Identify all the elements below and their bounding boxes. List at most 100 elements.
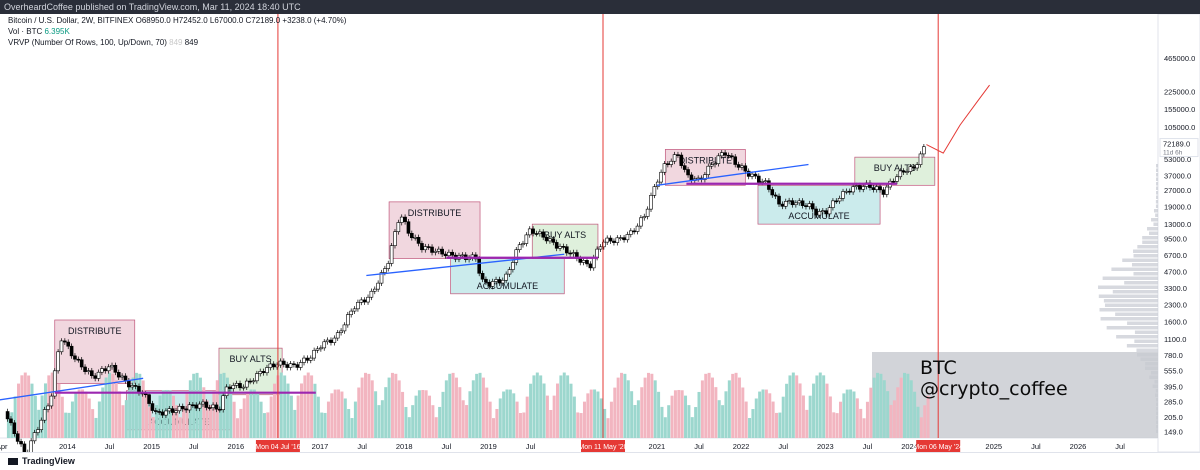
volume-bar (623, 373, 627, 438)
volume-bar (680, 390, 684, 438)
candle-body (325, 339, 330, 343)
y-tick-label: 105000.0 (1164, 123, 1195, 132)
volume-bar (539, 375, 543, 438)
candle-body (770, 189, 775, 196)
date-marker-label: Mon 04 Jul '16 (255, 444, 300, 451)
candle-body (608, 237, 613, 242)
volume-profile-bar (1103, 299, 1158, 303)
candle-body (564, 246, 569, 254)
candle-body (116, 372, 121, 378)
candle-body (251, 380, 256, 383)
projection-curve (926, 84, 990, 154)
volume-bar (74, 393, 78, 438)
volume-bar (495, 408, 499, 438)
candle-body (86, 370, 91, 372)
candle-body (389, 245, 394, 264)
volume-bar (626, 380, 630, 438)
btc-price-chart[interactable]: DISTRIBUTE ACCUMULATE BUY ALTS DISTRIBUTE AC… (0, 14, 1200, 452)
volume-bar (916, 406, 920, 438)
candle-body (383, 268, 387, 273)
volume-bar (643, 377, 647, 438)
zone-label-distribute: DISTRIBUTE (68, 326, 122, 336)
candle-body (585, 260, 589, 265)
candle-body (844, 190, 849, 193)
candle-body (810, 203, 815, 210)
candle-body (258, 371, 263, 374)
volume-bar (633, 405, 637, 438)
candle-body (143, 393, 148, 396)
volume-bar (182, 406, 186, 438)
volume-bar (677, 389, 681, 438)
volume-bar (219, 373, 223, 438)
candle-body (436, 248, 441, 252)
candle-body (170, 408, 175, 413)
candle-body (9, 418, 13, 424)
candle-body (874, 186, 879, 190)
volume-bar (832, 412, 836, 438)
volume-profile-bar (1136, 348, 1158, 352)
x-tick-label: 2021 (649, 442, 666, 451)
candle-body (110, 364, 114, 368)
candle-body (447, 251, 451, 257)
date-marker-label: Mon 06 May '24 (913, 444, 963, 451)
volume-bar (579, 413, 583, 438)
candle-body (160, 411, 165, 416)
candle-body (895, 176, 899, 182)
volume-bar (171, 395, 175, 438)
candle-body (386, 263, 391, 269)
volume-bar (417, 390, 421, 438)
x-tick-label: 2025 (985, 442, 1002, 451)
volume-bar (428, 395, 432, 438)
volume-bar (714, 387, 718, 438)
candle-body (234, 383, 239, 386)
volume-bar (128, 387, 132, 438)
candle-body (19, 441, 23, 445)
x-tick-label: Jul (694, 442, 704, 451)
volume-profile-bar (1156, 195, 1158, 199)
candle-body (605, 237, 610, 243)
volume-bar (67, 412, 71, 438)
candle-body (214, 404, 219, 410)
volume-profile-bar (1111, 267, 1158, 271)
candle-body (517, 244, 522, 251)
candle-body (834, 200, 839, 203)
candle-body (800, 200, 805, 206)
volume-bar (37, 409, 41, 438)
candle-body (96, 371, 101, 379)
volume-bar (552, 395, 556, 438)
candle-body (541, 231, 546, 238)
candle-body (133, 385, 138, 387)
y-tick-label: 37000.0 (1164, 172, 1191, 181)
volume-bar (808, 395, 812, 438)
volume-bar (896, 387, 900, 438)
volume-bar (657, 391, 661, 438)
volume-bar (54, 375, 58, 438)
candle-body (403, 216, 407, 223)
candle-body (315, 348, 320, 351)
candle-body (817, 211, 822, 216)
candle-body (480, 273, 485, 280)
candle-body (22, 443, 27, 452)
candle-body (591, 257, 596, 269)
volume-bar (741, 387, 745, 438)
legend-symbol-row: Bitcoin / U.S. Dollar, 2W, BITFINEX O689… (8, 16, 346, 26)
candle-body (268, 363, 273, 368)
candle-body (666, 163, 670, 165)
candle-body (622, 237, 626, 241)
volume-bar (727, 380, 731, 438)
volume-bar (384, 387, 388, 438)
volume-bar (256, 393, 260, 438)
candle-body (346, 314, 350, 326)
volume-bar (266, 412, 270, 438)
volume-bar (835, 413, 839, 438)
candle-body (767, 180, 771, 190)
candle-body (807, 203, 812, 207)
volume-profile-bar (1122, 258, 1158, 262)
volume-bar (17, 383, 21, 438)
candle-body (783, 201, 788, 207)
volume-bar (205, 400, 209, 438)
candle-body (218, 408, 222, 411)
volume-bar (599, 398, 603, 438)
tradingview-logo[interactable]: TradingView (8, 453, 75, 470)
volume-bar (919, 417, 923, 438)
